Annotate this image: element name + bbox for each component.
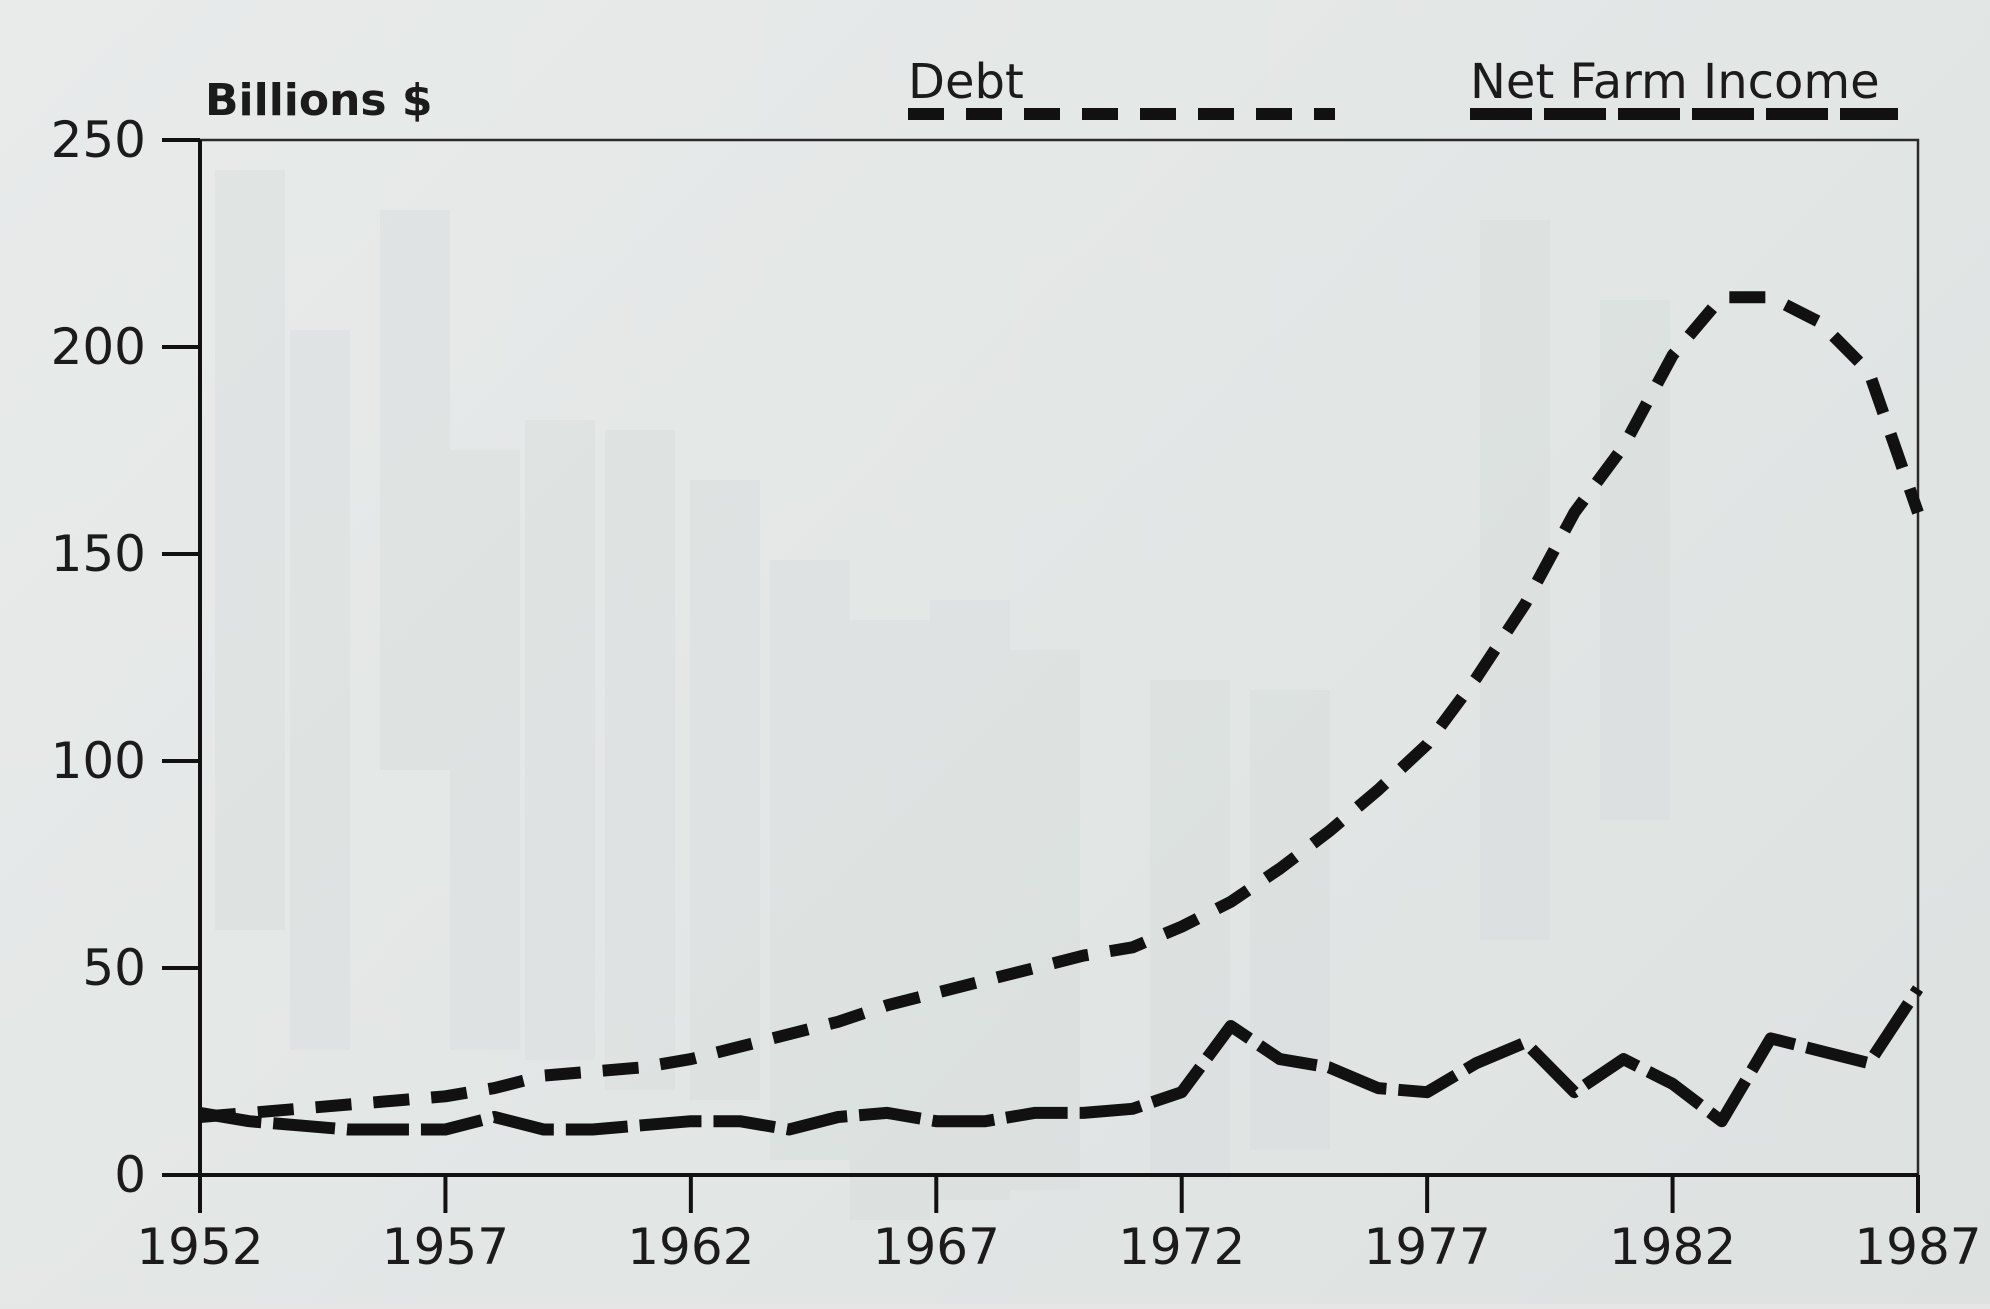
show-through-bar-10 [1010,650,1080,1190]
y-tick-label-50: 50 [82,939,146,997]
x-tick-label-1967: 1967 [873,1218,1000,1276]
data-point-debt-1984 [1769,295,1773,299]
y-tick-label-250: 250 [51,111,146,169]
data-point-net-farm-income-1979 [1523,1041,1527,1045]
y-axis-ticks: 0 50 100 150 200 250 [51,111,200,1204]
show-through-bar-7 [770,560,850,1160]
legend-label-debt: Debt [908,54,1024,110]
show-through-bar-0 [215,170,285,930]
show-through-bar-12 [1250,690,1330,1150]
data-point-debt-1985 [1818,320,1822,324]
y-tick-label-0: 0 [114,1146,146,1204]
data-point-debt-1960 [591,1070,595,1074]
y-axis-unit-label: Billions $ [205,75,433,126]
x-tick-label-1952: 1952 [136,1218,263,1276]
series-layer [198,291,1924,1136]
legend: Debt Net Farm Income [908,54,1898,120]
series-line-net-farm-income [198,985,1924,1136]
show-through-bar-4 [525,420,595,1060]
show-through-bar-3 [450,450,520,1050]
x-tick-label-1977: 1977 [1364,1218,1491,1276]
data-point-debt-1983 [1720,295,1724,299]
x-tick-label-1987: 1987 [1854,1218,1981,1276]
show-through-bar-5 [605,430,675,1090]
data-point-net-farm-income-1986 [1867,1061,1871,1065]
y-tick-label-150: 150 [51,525,146,583]
x-axis-ticks: 1952 1957 1962 1967 1972 1977 1982 1987 [136,1175,1982,1276]
show-through-bar-14 [1600,300,1670,820]
legend-label-net-farm-income: Net Farm Income [1470,54,1880,110]
show-through-bar-9 [930,600,1010,1200]
data-point-debt-1954 [296,1107,300,1111]
data-point-debt-1953 [247,1111,251,1115]
data-point-debt-1986 [1867,370,1871,374]
x-tick-label-1957: 1957 [382,1218,509,1276]
x-tick-label-1962: 1962 [627,1218,754,1276]
x-tick-label-1982: 1982 [1609,1218,1736,1276]
show-through-bars [215,170,1670,1220]
series-line-debt [199,291,1924,1123]
x-tick-label-1972: 1972 [1118,1218,1245,1276]
show-through-bar-6 [690,480,760,1100]
y-tick-label-200: 200 [51,318,146,376]
show-through-bar-8 [850,620,930,1220]
show-through-bar-2 [380,210,450,770]
show-through-bar-1 [290,330,350,1050]
y-tick-label-100: 100 [51,732,146,790]
